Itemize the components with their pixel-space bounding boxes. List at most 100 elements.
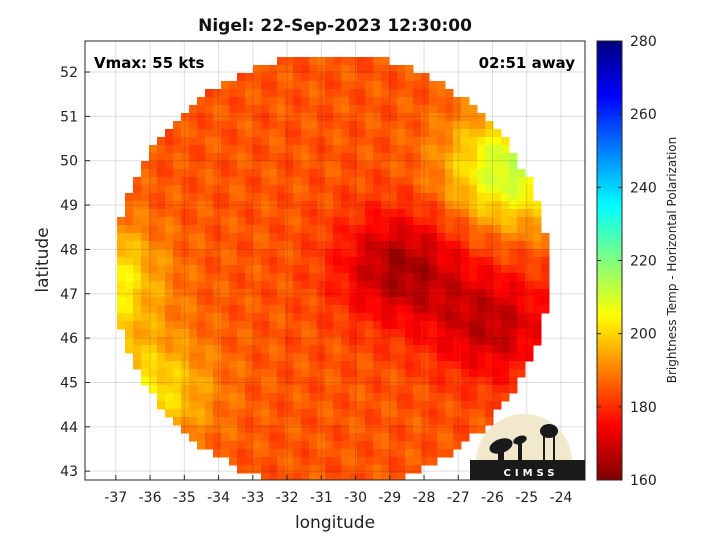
- swath-cell: [197, 97, 206, 106]
- swath-cell: [157, 241, 166, 250]
- swath-cell: [317, 129, 326, 138]
- swath-cell: [317, 169, 326, 178]
- swath-cell: [309, 89, 318, 98]
- swath-cell: [373, 201, 382, 210]
- swath-cell: [389, 409, 398, 418]
- swath-cell: [373, 225, 382, 234]
- swath-cell: [365, 121, 374, 130]
- swath-cell: [533, 249, 542, 258]
- swath-cell: [525, 193, 534, 202]
- swath-cell: [413, 257, 422, 266]
- swath-cell: [237, 377, 246, 386]
- swath-cell: [221, 401, 230, 410]
- swath-cell: [253, 81, 262, 90]
- swath-cell: [357, 417, 366, 426]
- swath-cell: [189, 313, 198, 322]
- swath-cell: [197, 305, 206, 314]
- swath-cell: [341, 473, 350, 480]
- swath-cell: [541, 233, 550, 242]
- colorbar-label: Brightness Temp - Horizontal Polarizatio…: [665, 137, 679, 384]
- swath-cell: [181, 265, 190, 274]
- swath-cell: [285, 145, 294, 154]
- swath-cell: [381, 409, 390, 418]
- swath-cell: [141, 329, 150, 338]
- swath-cell: [517, 265, 526, 274]
- swath-cell: [357, 377, 366, 386]
- swath-cell: [181, 137, 190, 146]
- swath-cell: [277, 377, 286, 386]
- swath-cell: [461, 409, 470, 418]
- swath-cell: [381, 449, 390, 458]
- swath-cell: [269, 401, 278, 410]
- swath-cell: [181, 257, 190, 266]
- swath-cell: [509, 305, 518, 314]
- swath-cell: [253, 409, 262, 418]
- swath-cell: [173, 353, 182, 362]
- swath-cell: [277, 337, 286, 346]
- swath-cell: [405, 425, 414, 434]
- cimss-logo: CIMSS: [470, 414, 585, 480]
- swath-cell: [413, 161, 422, 170]
- swath-cell: [325, 473, 334, 480]
- swath-cell: [341, 457, 350, 466]
- swath-cell: [269, 305, 278, 314]
- swath-cell: [269, 89, 278, 98]
- swath-cell: [117, 297, 126, 306]
- swath-cell: [165, 321, 174, 330]
- swath-cell: [381, 201, 390, 210]
- swath-cell: [253, 233, 262, 242]
- swath-cell: [357, 441, 366, 450]
- swath-cell: [453, 177, 462, 186]
- swath-cell: [269, 257, 278, 266]
- swath-cell: [229, 361, 238, 370]
- swath-cell: [325, 265, 334, 274]
- swath-cell: [141, 345, 150, 354]
- swath-cell: [429, 433, 438, 442]
- swath-cell: [205, 177, 214, 186]
- swath-cell: [149, 297, 158, 306]
- swath-cell: [253, 65, 262, 74]
- colorbar-tick-label: 160: [630, 473, 657, 489]
- swath-cell: [381, 145, 390, 154]
- swath-cell: [165, 377, 174, 386]
- swath-cell: [341, 193, 350, 202]
- swath-cell: [165, 153, 174, 162]
- swath-cell: [197, 425, 206, 434]
- swath-cell: [197, 321, 206, 330]
- swath-cell: [541, 297, 550, 306]
- swath-cell: [197, 257, 206, 266]
- swath-cell: [293, 249, 302, 258]
- swath-cell: [293, 377, 302, 386]
- swath-cell: [197, 105, 206, 114]
- swath-cell: [389, 273, 398, 282]
- swath-cell: [389, 161, 398, 170]
- swath-cell: [413, 353, 422, 362]
- swath-cell: [445, 305, 454, 314]
- swath-cell: [269, 233, 278, 242]
- swath-cell: [365, 297, 374, 306]
- swath-cell: [309, 97, 318, 106]
- swath-cell: [317, 209, 326, 218]
- swath-cell: [237, 433, 246, 442]
- swath-cell: [461, 257, 470, 266]
- swath-cell: [285, 257, 294, 266]
- swath-cell: [173, 345, 182, 354]
- swath-cell: [389, 337, 398, 346]
- swath-cell: [437, 257, 446, 266]
- swath-cell: [357, 113, 366, 122]
- swath-cell: [301, 345, 310, 354]
- swath-cell: [317, 113, 326, 122]
- swath-cell: [381, 417, 390, 426]
- swath-cell: [309, 441, 318, 450]
- swath-cell: [221, 417, 230, 426]
- swath-cell: [325, 177, 334, 186]
- swath-cell: [237, 249, 246, 258]
- swath-cell: [165, 209, 174, 218]
- swath-cell: [381, 137, 390, 146]
- swath-cell: [485, 329, 494, 338]
- swath-cell: [413, 81, 422, 90]
- swath-cell: [181, 361, 190, 370]
- swath-cell: [405, 241, 414, 250]
- swath-cell: [341, 81, 350, 90]
- swath-cell: [437, 201, 446, 210]
